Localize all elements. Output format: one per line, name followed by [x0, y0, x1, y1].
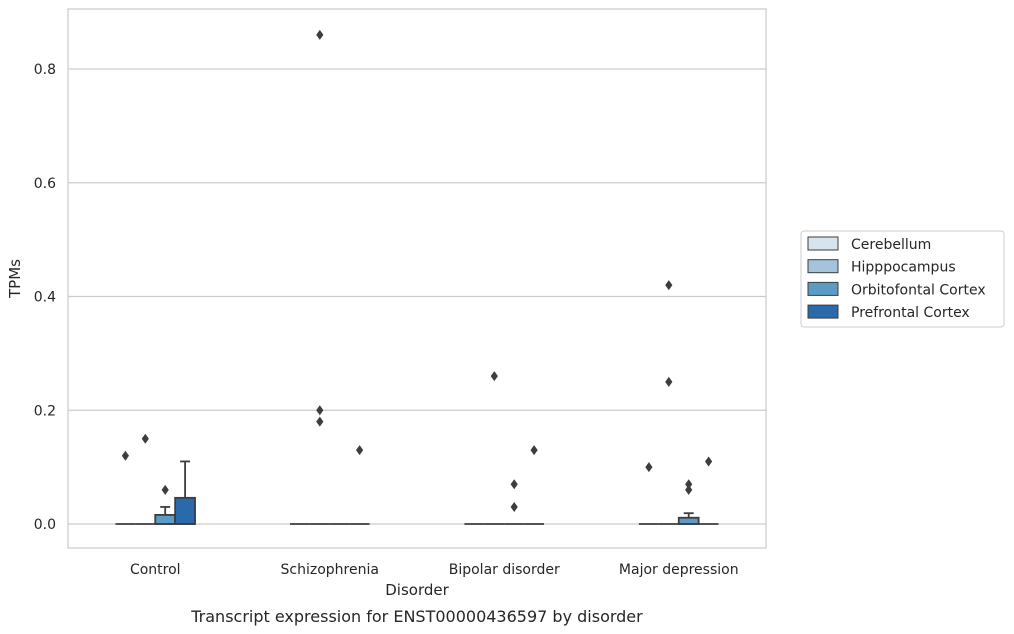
box-cerebellum — [115, 450, 136, 525]
grid-lines — [68, 68, 766, 525]
box-hipppocampus — [309, 29, 330, 525]
y-tick-label: 0.0 — [34, 517, 56, 533]
outlier-point — [141, 433, 149, 444]
outlier-point — [316, 416, 324, 427]
box-orbitofontal-cortex — [504, 479, 525, 525]
legend-label: Prefrontal Cortex — [851, 305, 970, 321]
outlier-point — [490, 371, 498, 382]
box-prefrontal-cortex — [349, 445, 370, 525]
x-tick-labels: Control Schizophrenia Bipolar disorder Majo… — [130, 562, 739, 578]
outlier-point — [121, 450, 130, 461]
outlier-point — [665, 280, 673, 291]
outlier-point — [510, 479, 518, 490]
box-prefrontal-cortex — [698, 456, 719, 525]
box-plot-series — [115, 29, 719, 525]
y-tick-label: 0.8 — [34, 62, 56, 78]
x-tick-label: Schizophrenia — [281, 562, 379, 578]
y-tick-label: 0.6 — [34, 176, 56, 192]
y-tick-label: 0.4 — [34, 290, 56, 306]
outlier-point — [665, 376, 673, 387]
legend-label: Orbitofontal Cortex — [851, 282, 986, 298]
box-orbitofontal-cortex — [154, 484, 177, 525]
legend-swatch — [807, 304, 839, 319]
outlier-point — [645, 462, 653, 473]
box-prefrontal-cortex — [524, 445, 545, 525]
legend-label: Cerebellum — [851, 237, 931, 253]
plot-frame — [67, 8, 767, 549]
box-hipppocampus — [135, 433, 156, 525]
legend-frame — [800, 230, 1005, 328]
outlier-point — [355, 445, 364, 456]
box-body — [154, 514, 177, 525]
legend-swatch — [807, 259, 839, 274]
x-axis-label: Disorder — [385, 581, 449, 599]
outlier-point — [704, 456, 713, 467]
box-body — [677, 516, 700, 525]
outlier-point — [316, 29, 324, 40]
box-body — [174, 496, 196, 525]
box-orbitofontal-cortex — [677, 479, 700, 525]
y-tick-label: 0.2 — [34, 403, 56, 419]
x-tick-label: Major depression — [619, 562, 739, 578]
legend-swatch — [807, 236, 839, 251]
legend: Cerebellum Hipppocampus Orbitofontal Corte… — [800, 230, 1005, 328]
y-tick-labels: 0.0 0.2 0.4 0.6 0.8 — [34, 62, 56, 533]
outlier-point — [161, 484, 169, 495]
legend-label: Hipppocampus — [851, 260, 956, 276]
box-hipppocampus — [658, 280, 679, 525]
x-tick-label: Bipolar disorder — [449, 562, 560, 578]
legend-swatch — [807, 281, 839, 296]
outlier-point — [685, 484, 693, 495]
outlier-point — [316, 405, 324, 416]
x-tick-label: Control — [130, 562, 181, 578]
box-hipppocampus — [484, 371, 505, 525]
outlier-point — [510, 501, 518, 512]
outlier-point — [530, 445, 538, 456]
figure-caption: Transcript expression for ENST0000043659… — [190, 607, 643, 626]
box-prefrontal-cortex — [174, 460, 196, 525]
outlier-point — [685, 479, 693, 490]
box-cerebellum — [638, 462, 659, 525]
y-axis-label: TPMs — [6, 259, 24, 299]
